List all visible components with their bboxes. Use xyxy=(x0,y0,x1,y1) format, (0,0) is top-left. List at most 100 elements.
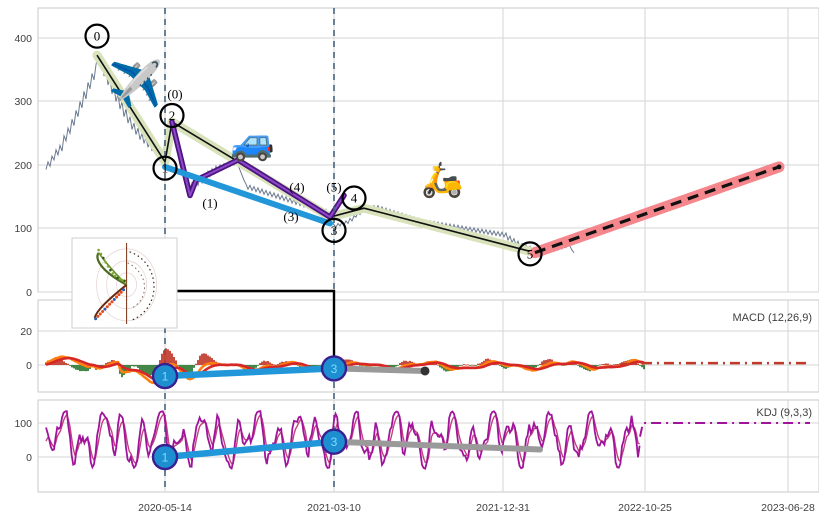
macd-histogram-bar xyxy=(159,360,161,365)
inset-data-dot xyxy=(99,252,103,256)
macd-histogram-bar xyxy=(617,363,619,365)
macd-histogram-bar xyxy=(177,365,179,366)
wave-marker-1[interactable]: 1 xyxy=(152,155,178,181)
macd-histogram-bar xyxy=(73,365,75,369)
macd-histogram-bar xyxy=(597,365,599,366)
xtick-0: 2020-05-14 xyxy=(138,502,192,514)
indicator-marker-1[interactable]: 1 xyxy=(151,362,179,390)
macd-histogram-bar xyxy=(133,365,135,367)
indicator-marker-label: 3 xyxy=(331,435,338,449)
macd-histogram-bar xyxy=(463,364,465,365)
kdj-trendline[interactable] xyxy=(161,438,338,461)
macd-histogram-bar xyxy=(575,364,577,365)
macd-histogram-bar xyxy=(461,364,463,366)
macd-histogram-bar xyxy=(277,363,279,365)
macd-histogram-bar xyxy=(455,365,457,367)
macd-histogram-bar xyxy=(499,365,501,366)
macd-histogram-bar xyxy=(187,365,189,377)
macd-histogram-bar xyxy=(599,364,601,366)
macd-histogram-bar xyxy=(579,365,581,368)
macd-histogram-bar xyxy=(193,365,195,368)
macd-histogram-bar xyxy=(271,363,273,365)
macd-histogram-bar xyxy=(165,348,167,365)
macd-histogram-bar xyxy=(135,365,137,367)
xtick-3: 2022-10-25 xyxy=(618,502,672,514)
macd-histogram-bar xyxy=(637,363,639,365)
wave-marker-4[interactable]: 4 xyxy=(341,185,367,211)
indicator-marker-3[interactable]: 3 xyxy=(320,355,348,382)
indicator-marker-3[interactable]: 3 xyxy=(320,428,348,455)
macd-histogram-bar xyxy=(319,365,321,366)
macd-histogram-bar xyxy=(195,363,197,365)
macd-histogram-bar xyxy=(613,364,615,366)
macd-y-axis: 20 0 xyxy=(20,326,32,372)
wave-marker-label: 0 xyxy=(94,29,101,44)
macd-histogram-bar xyxy=(457,365,459,367)
macd-histogram-bar xyxy=(263,360,265,365)
macd-histogram-bar xyxy=(209,356,211,365)
macd-histogram-bar xyxy=(615,364,617,365)
macd-histogram-bar xyxy=(257,365,259,366)
macd-histogram-bar xyxy=(279,362,281,365)
wave-marker-2[interactable]: 2 xyxy=(159,102,185,129)
macd-histogram-bar xyxy=(469,365,471,366)
wave-marker-label: 2 xyxy=(169,108,176,123)
macd-histogram-bar xyxy=(107,362,109,365)
macd-histogram-bar xyxy=(173,357,175,365)
macd-histogram-bar xyxy=(71,365,73,368)
minor-wave-label-4: (4) xyxy=(289,180,304,195)
macd-panel-label: MACD (12,26,9) xyxy=(733,312,812,324)
airplane-emoji: ✈️ xyxy=(108,60,163,109)
macd-histogram-bar xyxy=(169,350,171,365)
ytick-macd-20: 20 xyxy=(20,326,32,338)
minor-wave-line[interactable] xyxy=(171,120,345,219)
macd-histogram-bar xyxy=(577,365,579,366)
macd-histogram-bar xyxy=(85,365,87,372)
macd-histogram-bar xyxy=(403,360,405,365)
macd-histogram-bar xyxy=(203,353,205,365)
minor-wave-label-3: (3) xyxy=(283,209,298,224)
indicator-marker-1[interactable]: 1 xyxy=(151,443,179,471)
inset-dotted-arc xyxy=(129,251,155,321)
kdj-forecast-trendline[interactable] xyxy=(331,438,543,453)
macd-histogram-bar xyxy=(299,365,301,368)
macd-histogram-bar xyxy=(59,358,61,365)
ytick-price-0: 0 xyxy=(26,287,32,299)
inset-data-dot xyxy=(98,312,102,316)
macd-histogram-bar xyxy=(75,365,77,370)
wave-marker-3[interactable]: 3 xyxy=(321,217,347,244)
wave-marker-5[interactable]: 5 xyxy=(517,241,543,267)
macd-histogram-bar xyxy=(611,364,613,366)
macd-histogram-bar xyxy=(467,364,469,366)
macd-forecast-trendline[interactable] xyxy=(331,365,428,374)
indicator-marker-label: 1 xyxy=(162,370,169,384)
wave-marker-label: 3 xyxy=(331,223,338,238)
support-trendline[interactable] xyxy=(162,163,333,227)
macd-histogram-bar xyxy=(439,365,441,368)
inset-red-curve xyxy=(93,284,128,319)
macd-histogram-bar xyxy=(259,363,261,365)
macd-histogram-bar xyxy=(395,365,397,367)
forecast-dashed-line[interactable] xyxy=(534,165,780,255)
ytick-macd-0: 0 xyxy=(26,360,32,372)
macd-histogram-bar xyxy=(207,355,209,365)
wave-marker-label: 4 xyxy=(351,191,358,206)
macd-histogram-bar xyxy=(345,359,347,365)
macd-trendline[interactable] xyxy=(161,365,338,380)
inset-data-dot xyxy=(102,256,105,260)
macd-histogram-bar xyxy=(537,365,539,366)
macd-histogram-bar xyxy=(545,359,547,365)
kdj-forecast-line xyxy=(639,422,810,437)
macd-histogram-bar xyxy=(539,363,541,365)
macd-histogram-bar xyxy=(149,365,151,376)
inset-data-dot xyxy=(97,248,100,252)
polar-inset-thumbnail[interactable] xyxy=(71,237,178,329)
inset-data-dot xyxy=(104,261,107,264)
wave-marker-0[interactable]: 0 xyxy=(84,23,110,49)
macd-histogram-bar xyxy=(533,365,535,369)
macd-histogram-bar xyxy=(261,361,263,365)
forecast-endpoint-dot xyxy=(776,164,782,170)
macd-histogram-bar xyxy=(163,350,165,365)
